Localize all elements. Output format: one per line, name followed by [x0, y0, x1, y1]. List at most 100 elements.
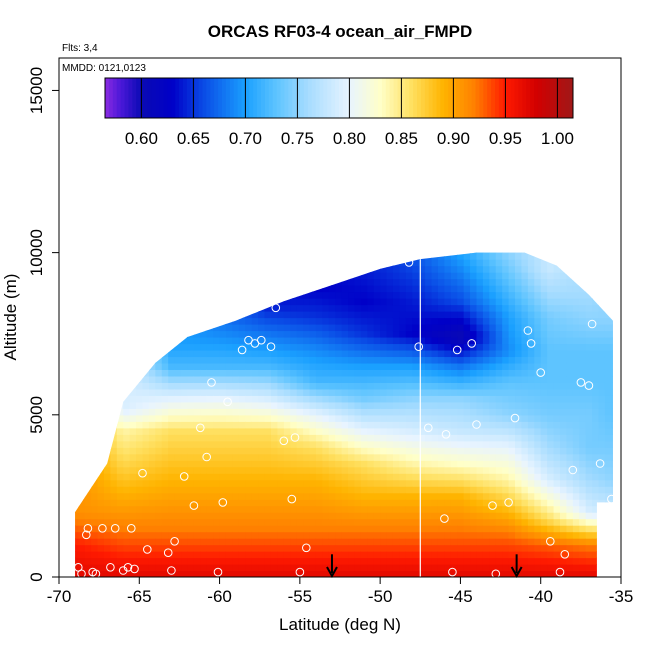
- field-cell: [527, 512, 535, 520]
- field-cell: [392, 272, 401, 280]
- field-cell: [200, 408, 208, 416]
- field-cell: [322, 453, 330, 461]
- field-cell: [386, 434, 394, 442]
- field-cell: [309, 311, 317, 319]
- field-cell: [527, 557, 535, 565]
- field-cell: [553, 395, 561, 403]
- field-cell: [232, 382, 240, 390]
- field-cell: [489, 486, 497, 494]
- field-cell: [75, 486, 79, 494]
- colorbar-swatch: [545, 78, 551, 118]
- field-cell: [142, 473, 150, 481]
- field-cell: [251, 434, 259, 442]
- field-cell: [399, 382, 407, 390]
- field-cell: [482, 440, 490, 448]
- field-cell: [418, 499, 426, 507]
- field-cell: [123, 447, 131, 455]
- field-cell: [604, 252, 612, 260]
- field-cell: [412, 570, 420, 577]
- field-cell: [585, 505, 593, 513]
- field-cell: [502, 544, 510, 552]
- field-cell: [84, 265, 92, 273]
- field-cell: [116, 486, 124, 494]
- field-cell: [399, 272, 407, 280]
- field-cell: [155, 447, 163, 455]
- field-cell: [123, 336, 131, 345]
- field-cell: [367, 356, 375, 364]
- colorbar-swatch: [385, 78, 391, 118]
- field-cell: [290, 278, 298, 286]
- field-cell: [161, 434, 169, 442]
- y-axis-label: Altitude (m): [1, 274, 20, 361]
- field-cell: [341, 434, 349, 442]
- field-cell: [450, 414, 458, 422]
- field-cell: [425, 570, 433, 577]
- field-cell: [187, 551, 195, 559]
- field-cell: [309, 395, 317, 403]
- field-cell: [129, 512, 137, 520]
- field-cell: [174, 291, 182, 299]
- field-cell: [303, 388, 311, 396]
- field-cell: [335, 570, 343, 577]
- field-cell: [399, 551, 407, 559]
- field-cell: [303, 356, 311, 364]
- field-cell: [457, 512, 465, 520]
- field-cell: [322, 349, 330, 358]
- field-cell: [245, 421, 253, 429]
- field-cell: [604, 356, 612, 364]
- field-cell: [380, 343, 388, 351]
- field-cell: [572, 460, 580, 468]
- field-cell: [264, 382, 272, 390]
- field-cell: [155, 440, 163, 448]
- field-cell: [380, 447, 388, 455]
- field-cell: [328, 544, 336, 552]
- field-cell: [290, 525, 298, 533]
- colorbar-swatch: [362, 78, 367, 118]
- field-cell: [309, 518, 317, 526]
- field-cell: [251, 525, 259, 533]
- field-cell: [91, 298, 99, 306]
- field-cell: [348, 298, 356, 306]
- field-cell: [386, 252, 394, 260]
- field-cell: [412, 499, 420, 507]
- field-cell: [84, 336, 92, 345]
- field-cell: [373, 388, 381, 396]
- field-cell: [592, 551, 600, 559]
- field-cell: [148, 473, 156, 481]
- colorbar-swatch: [354, 78, 359, 118]
- field-cell: [110, 401, 118, 409]
- field-cell: [360, 538, 368, 546]
- field-cell: [148, 252, 156, 254]
- field-cell: [515, 525, 523, 533]
- observation-point: [91, 569, 101, 579]
- field-cell: [611, 512, 613, 520]
- field-cell: [181, 479, 189, 487]
- field-cell: [495, 512, 503, 520]
- field-cell: [540, 272, 548, 280]
- field-cell: [502, 499, 510, 507]
- field-cell: [97, 434, 105, 442]
- field-cell: [412, 512, 420, 520]
- field-cell: [463, 304, 471, 312]
- x-tick-label: -40: [528, 587, 553, 606]
- field-cell: [360, 505, 368, 513]
- field-cell: [585, 531, 593, 539]
- field-cell: [174, 466, 182, 474]
- field-cell: [354, 362, 362, 370]
- field-cell: [450, 291, 458, 299]
- field-cell: [534, 395, 542, 403]
- observation-point: [607, 494, 616, 504]
- field-cell: [303, 440, 311, 448]
- field-cell: [91, 252, 99, 254]
- field-cell: [283, 538, 291, 546]
- field-cell: [521, 466, 529, 474]
- field-cell: [155, 362, 163, 370]
- field-cell: [245, 440, 253, 448]
- field-cell: [367, 369, 375, 377]
- field-cell: [341, 259, 349, 267]
- field-cell: [579, 388, 587, 396]
- y-tick-label: 15000: [27, 67, 46, 114]
- colorbar-swatch: [424, 78, 430, 118]
- field-cell: [592, 395, 600, 403]
- field-cell: [245, 499, 253, 507]
